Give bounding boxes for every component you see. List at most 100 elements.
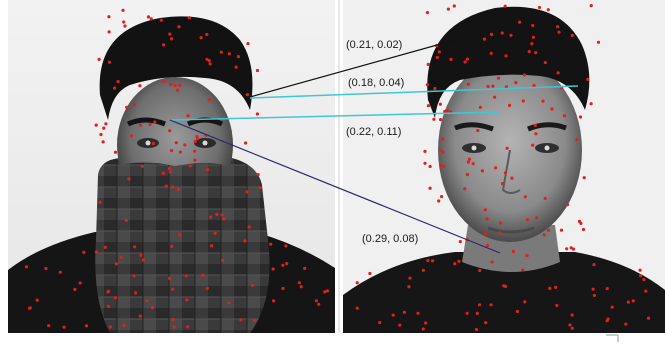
keypoint-dot	[299, 285, 303, 289]
keypoint-dot	[646, 316, 651, 320]
keypoint-dot	[483, 232, 487, 236]
keypoint-dot	[432, 117, 436, 121]
keypoint-dot	[565, 247, 569, 251]
keypoint-dot	[591, 287, 595, 291]
keypoint-dot	[589, 102, 593, 106]
keypoint-dot	[494, 166, 498, 170]
keypoint-dot	[532, 84, 536, 88]
keypoint-dot	[281, 263, 285, 267]
keypoint-dot	[272, 299, 276, 303]
keypoint-dot	[124, 218, 128, 222]
keypoint-dot	[107, 15, 111, 19]
keypoint-dot	[107, 30, 111, 34]
keypoint-dot	[281, 286, 285, 291]
keypoint-dot	[589, 4, 593, 8]
keypoint-dot	[162, 43, 166, 47]
keypoint-dot	[317, 302, 321, 306]
keypoint-dot	[441, 137, 445, 141]
keypoint-dot	[408, 276, 412, 280]
keypoint-dot	[407, 285, 411, 289]
keypoint-dot	[148, 122, 152, 126]
keypoint-dot	[244, 141, 248, 145]
left-photo	[8, 0, 335, 333]
keypoint-dot	[556, 71, 560, 75]
keypoint-dot	[222, 217, 226, 221]
keypoint-dot	[555, 25, 560, 29]
keypoint-dot	[205, 57, 209, 61]
keypoint-dot	[575, 138, 579, 142]
keypoint-dot	[482, 37, 487, 41]
keypoint-dot	[428, 164, 432, 169]
match-labels: (0.21, 0.02) (0.18, 0.04) (0.22, 0.11) (…	[346, 39, 418, 245]
keypoint-dot	[639, 274, 643, 278]
keypoint-dot	[251, 283, 255, 287]
keypoint-dot	[325, 289, 330, 293]
match-label-4: (0.29, 0.08)	[362, 233, 418, 245]
keypoint-dot	[207, 98, 211, 102]
keypoint-dot	[425, 83, 429, 87]
keypoint-dot	[108, 325, 112, 329]
keypoint-dot	[426, 258, 430, 263]
keypoint-dot	[205, 32, 209, 37]
keypoint-dot	[213, 231, 217, 235]
keypoint-dot	[466, 82, 470, 86]
keypoint-dot	[186, 325, 190, 329]
keypoint-dot	[35, 298, 39, 302]
keypoint-dot	[209, 215, 213, 219]
keypoint-dot	[542, 233, 546, 237]
keypoint-dot	[269, 242, 273, 246]
keypoint-dot	[504, 284, 508, 288]
keypoint-dot	[127, 177, 131, 181]
keypoint-dot	[368, 271, 372, 276]
keypoint-dot	[500, 182, 505, 186]
keypoint-dot	[113, 150, 118, 154]
keypoint-dot	[555, 303, 559, 308]
keypoint-dot	[239, 318, 243, 322]
keypoint-dot	[484, 321, 488, 325]
keypoint-dot	[122, 323, 126, 327]
keypoint-dot	[509, 33, 513, 37]
keypoint-dot	[258, 186, 262, 190]
keypoint-dot	[559, 228, 564, 232]
keypoint-dot	[107, 60, 112, 64]
keypoint-dot	[565, 203, 570, 207]
keypoint-dot	[139, 253, 143, 257]
keypoint-dot	[171, 287, 175, 291]
keypoint-dot	[253, 318, 257, 322]
keypoint-dot	[355, 306, 359, 310]
keypoint-dot	[164, 184, 168, 188]
keypoint-dot	[221, 258, 225, 262]
keypoint-dot	[423, 149, 427, 153]
keypoint-dot	[119, 255, 123, 259]
keypoint-dot	[378, 320, 382, 325]
keypoint-dot	[201, 273, 205, 277]
keypoint-dot	[205, 286, 209, 290]
keypoint-dot	[439, 118, 443, 122]
match-lines	[169, 39, 579, 254]
keypoint-dot	[421, 268, 425, 272]
keypoint-dot	[521, 99, 525, 103]
keypoint-dot	[102, 126, 106, 130]
keypoint-dot	[531, 35, 536, 39]
keypoint-dot	[398, 323, 402, 327]
keypoint-dot	[168, 32, 172, 36]
keypoint-dot	[94, 123, 98, 127]
keypoint-dot	[106, 290, 110, 294]
keypoint-dot	[569, 246, 573, 250]
keypoint-dot	[562, 114, 567, 118]
keypoint-dot	[496, 76, 500, 80]
keypoint-dot	[161, 171, 165, 175]
keypoint-dot	[471, 162, 475, 166]
keypoint-dot	[101, 140, 105, 144]
keypoint-dot	[184, 274, 188, 278]
keypoint-dot	[97, 57, 101, 62]
keypoint-dot	[458, 240, 462, 244]
keypoint-dot	[581, 227, 586, 232]
keypoint-dot	[159, 18, 163, 22]
keypoint-dot	[153, 120, 157, 124]
keypoint-dot	[210, 244, 214, 248]
keypoint-dot	[507, 103, 512, 107]
keypoint-dot	[463, 60, 467, 64]
keypoint-dot	[511, 249, 515, 254]
keypoint-dot	[132, 274, 136, 278]
